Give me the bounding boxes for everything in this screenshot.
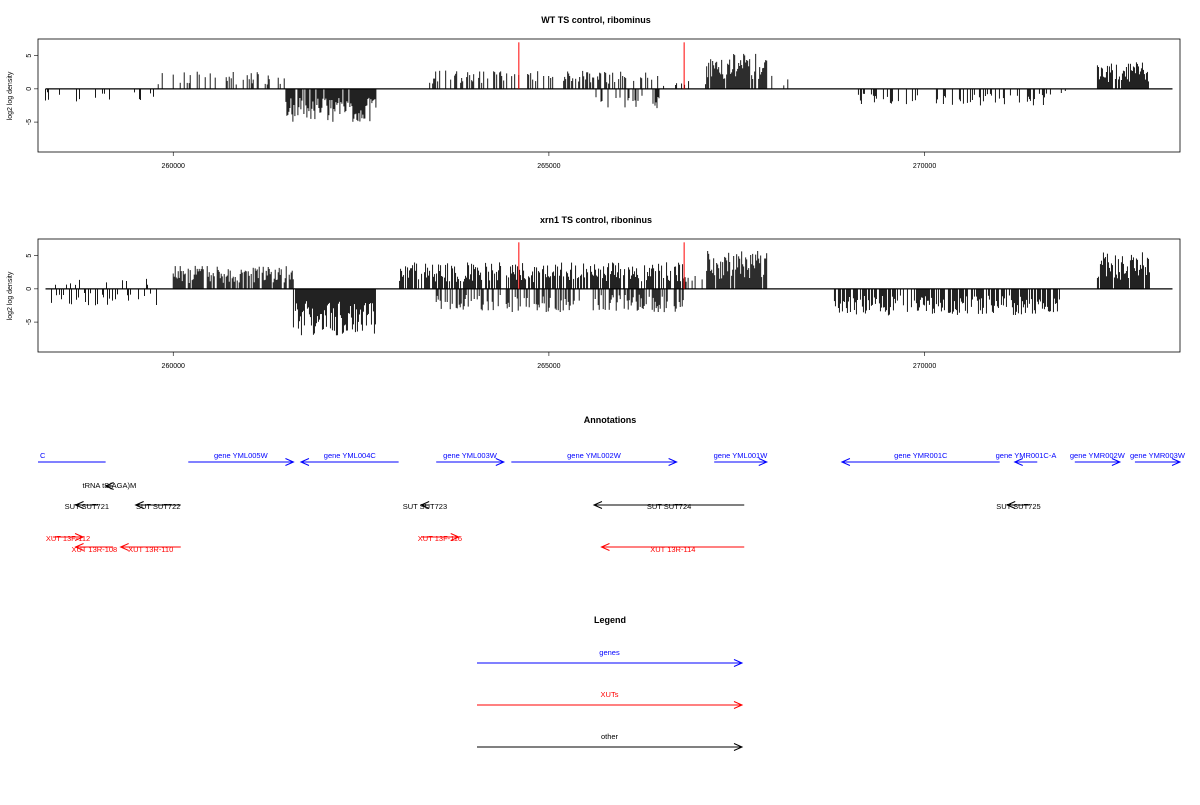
annotation-arrowhead bbox=[450, 533, 460, 541]
wt-track-title: WT TS control, ribominus bbox=[541, 15, 651, 25]
annotation-label: gene YMR001C bbox=[894, 451, 948, 460]
wt-x-tick-label: 270000 bbox=[913, 163, 936, 170]
annotation-arrowhead bbox=[299, 458, 310, 466]
annotation-arrowhead bbox=[1005, 501, 1016, 509]
annotation-label: gene YML002W bbox=[567, 451, 622, 460]
annotation-label: gene YML004C bbox=[324, 451, 377, 460]
xrn1-signal-bars bbox=[45, 242, 1173, 336]
annotation-label: gene YMR003W bbox=[1130, 451, 1186, 460]
annotation-arrowhead bbox=[134, 501, 144, 509]
annotation-label: SUT SUT722 bbox=[136, 502, 180, 511]
annotation-arrowhead bbox=[1171, 458, 1182, 466]
xrn1-x-ticks: 260000 265000 270000 bbox=[162, 352, 936, 370]
legend-entries: genes XUTs other bbox=[477, 648, 744, 751]
xrn1-y-axis-label: log2 log density bbox=[7, 271, 14, 320]
annotation-label: XUT 13R-110 bbox=[128, 545, 173, 554]
xrn1-y-tick-label: 5 bbox=[26, 254, 33, 258]
wt-y-axis-label: log2 log density bbox=[7, 71, 14, 120]
xrn1-x-tick-label: 270000 bbox=[913, 363, 936, 370]
xrn1-track-title: xrn1 TS control, riboninus bbox=[540, 215, 652, 225]
annotation-label: XUT 13R-114 bbox=[650, 545, 695, 554]
annotation-label: gene YML003W bbox=[443, 451, 498, 460]
annotation-arrowhead bbox=[600, 543, 610, 551]
legend-label: other bbox=[601, 732, 619, 741]
legend-panel: Legend genes XUTs other bbox=[477, 615, 744, 751]
annotation-arrowhead bbox=[74, 501, 84, 509]
annotation-label: gene YML001W bbox=[714, 451, 769, 460]
annotation-label: SUT SUT724 bbox=[647, 502, 691, 511]
wt-signal-bars bbox=[45, 42, 1173, 122]
annotation-arrowhead bbox=[495, 458, 506, 466]
wt-plot-frame bbox=[37, 38, 1181, 153]
annotations-title: Annotations bbox=[584, 415, 637, 425]
annotation-label: SUT SUT721 bbox=[65, 502, 109, 511]
legend-arrowhead bbox=[733, 743, 744, 751]
annotation-label: XUT 13F-112 bbox=[46, 534, 90, 543]
annotation-label: SUT SUT725 bbox=[996, 502, 1040, 511]
annotation-label: SUT SUT723 bbox=[403, 502, 447, 511]
xrn1-plot-frame bbox=[37, 238, 1181, 353]
wt-x-ticks: 260000 265000 270000 bbox=[162, 152, 936, 170]
annotation-label: XUT 13R-108 bbox=[71, 545, 117, 554]
annotation-label: gene YMR001C-A bbox=[996, 451, 1057, 460]
annotation-label: XUT 13F-116 bbox=[418, 534, 462, 543]
annotation-arrowhead bbox=[74, 543, 84, 551]
annotation-label: tRNA tS(AGA)M bbox=[82, 481, 136, 490]
xrn1-y-tick-label: 0 bbox=[26, 287, 33, 291]
annotation-label: gene YML005W bbox=[214, 451, 269, 460]
wt-y-ticks: 5 0 -5 bbox=[26, 54, 38, 125]
annotation-arrowhead bbox=[419, 501, 430, 509]
wt-y-tick-label: 5 bbox=[26, 54, 33, 58]
legend-label: genes bbox=[599, 648, 620, 657]
xrn1-track-panel: xrn1 TS control, riboninus log2 log dens… bbox=[7, 215, 1181, 370]
xrn1-y-ticks: 5 0 -5 bbox=[26, 254, 38, 325]
annotation-arrowhead bbox=[758, 458, 769, 466]
legend-label: XUTs bbox=[601, 690, 619, 699]
xrn1-y-tick-label: -5 bbox=[26, 319, 33, 325]
wt-track-panel: WT TS control, ribominus log2 log densit… bbox=[7, 15, 1181, 170]
annotation-label: gene YMR002W bbox=[1070, 451, 1126, 460]
annotation-arrowhead bbox=[1111, 458, 1122, 466]
wt-y-tick-label: 0 bbox=[26, 87, 33, 91]
legend-arrowhead bbox=[733, 701, 744, 709]
annotation-arrowhead bbox=[104, 482, 114, 490]
wt-y-tick-label: -5 bbox=[26, 119, 33, 125]
annotation-arrowhead bbox=[592, 501, 603, 509]
legend-arrowhead bbox=[733, 659, 744, 667]
annotation-label: C bbox=[40, 451, 46, 460]
annotation-arrowhead bbox=[119, 543, 129, 551]
wt-x-tick-label: 260000 bbox=[162, 163, 185, 170]
legend-title: Legend bbox=[594, 615, 626, 625]
annotation-arrowhead bbox=[1013, 458, 1023, 466]
wt-x-tick-label: 265000 bbox=[537, 163, 560, 170]
annotation-arrowhead bbox=[285, 458, 295, 466]
annotation-arrowhead bbox=[668, 458, 678, 466]
annotation-arrowhead bbox=[74, 533, 85, 541]
xrn1-x-tick-label: 265000 bbox=[537, 363, 560, 370]
annotation-arrowhead bbox=[840, 458, 851, 466]
xrn1-x-tick-label: 260000 bbox=[162, 363, 185, 370]
